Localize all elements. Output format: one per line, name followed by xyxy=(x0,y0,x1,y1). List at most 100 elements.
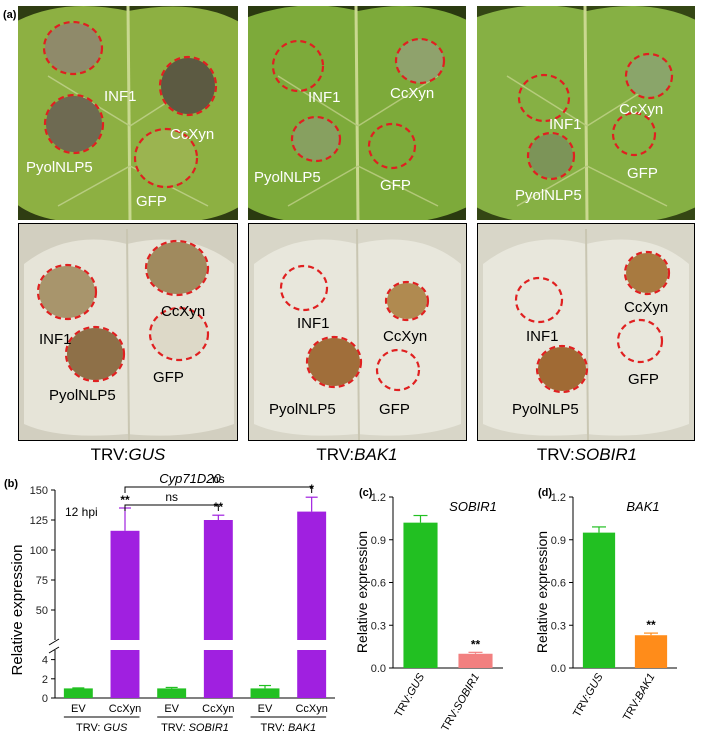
panel-b-letter: (b) xyxy=(4,478,18,490)
condition-label-gus: TRV:GUS xyxy=(90,445,166,464)
leaf-image: INF1 CcXyn PyolNLP5 GFP xyxy=(248,6,466,220)
significance-label: ** xyxy=(646,618,656,632)
y-tick-label: 0.6 xyxy=(551,578,566,590)
bar xyxy=(403,522,438,668)
bar xyxy=(110,650,140,698)
y-tick-label: 0.0 xyxy=(371,663,386,675)
leaf-photo-sobir1-intact: INF1 CcXyn PyolNLP5 GFP xyxy=(477,6,695,220)
condition-label-bak1: TRV:BAK1 xyxy=(316,445,398,464)
x-tick-label: TRV:BAK1 xyxy=(621,672,658,724)
bar xyxy=(582,532,616,668)
y-tick-label: 50 xyxy=(36,605,48,617)
bar xyxy=(203,650,233,698)
bar xyxy=(157,688,187,698)
leaf-photo-gus-cleared: INF1 CcXyn PyolNLP5 GFP xyxy=(18,223,238,441)
leaf-label: PyolNLP5 xyxy=(269,401,336,418)
y-axis-label: Relative expression xyxy=(354,531,370,653)
y-tick-label: 125 xyxy=(30,515,48,527)
axis-break-mark xyxy=(48,638,60,646)
significance-label: ** xyxy=(120,493,130,507)
y-tick-label: 100 xyxy=(30,545,48,557)
leaf-label: PyolNLP5 xyxy=(49,387,116,404)
leaf-image: INF1 CcXyn PyolNLP5 GFP xyxy=(18,6,238,220)
y-tick-label: 150 xyxy=(30,485,48,497)
leaf-label: PyolNLP5 xyxy=(515,187,582,204)
leaf-label: GFP xyxy=(153,369,184,386)
chart-title: Cyp71D20 xyxy=(159,471,221,486)
y-tick-label: 0.3 xyxy=(371,620,386,632)
y-tick-label: 0.9 xyxy=(371,535,386,547)
significance-label: ** xyxy=(471,637,481,651)
panel-c-letter: (c) xyxy=(359,487,373,499)
x-tick-label: EV xyxy=(258,703,273,715)
bar xyxy=(458,653,493,668)
leaf-label: CcXyn xyxy=(161,303,205,320)
y-tick-label: 0.6 xyxy=(371,578,386,590)
y-tick-label: 1.2 xyxy=(551,492,566,504)
y-tick-label: 75 xyxy=(36,575,48,587)
bar xyxy=(250,688,280,698)
leaf-label: CcXyn xyxy=(624,299,668,316)
x-tick-label: CcXyn xyxy=(109,703,141,715)
leaf-label: GFP xyxy=(379,401,410,418)
leaf-label: PyolNLP5 xyxy=(26,159,93,176)
panel-a-letter: (a) xyxy=(3,9,17,21)
bar xyxy=(203,520,233,640)
leaf-label: GFP xyxy=(628,371,659,388)
chart-title: BAK1 xyxy=(626,499,659,514)
leaf-label: GFP xyxy=(380,177,411,194)
x-tick-label: TRV:GUS xyxy=(571,671,606,719)
leaf-label: INF1 xyxy=(526,328,559,345)
leaf-photo-sobir1-cleared: INF1 CcXyn PyolNLP5 GFP xyxy=(477,223,695,441)
group-label: TRV: BAK1 xyxy=(261,722,317,734)
x-tick-label: EV xyxy=(71,703,86,715)
x-tick-label: TRV:SOBIR1 xyxy=(439,672,482,734)
leaf-image: INF1 CcXyn PyolNLP5 GFP xyxy=(249,224,466,440)
chart-sobir1: (c) SOBIR1 Relative expression 0.0 0.3 0.6… xyxy=(354,487,503,734)
y-tick-label: 4 xyxy=(42,655,48,667)
leaf-label: INF1 xyxy=(308,89,341,106)
leaf-photo-bak1-cleared: INF1 CcXyn PyolNLP5 GFP xyxy=(248,223,467,441)
bar xyxy=(297,511,327,640)
y-tick-label: 2 xyxy=(42,674,48,686)
leaf-image: INF1 CcXyn PyolNLP5 GFP xyxy=(477,6,695,220)
leaf-label: INF1 xyxy=(549,116,582,133)
leaf-label: INF1 xyxy=(39,331,72,348)
group-label: TRV: SOBIR1 xyxy=(161,722,229,734)
leaf-label: INF1 xyxy=(297,315,330,332)
group-label: TRV: GUS xyxy=(76,722,128,734)
y-tick-label: 0.0 xyxy=(551,663,566,675)
leaf-label: GFP xyxy=(627,165,658,182)
y-tick-label: 0 xyxy=(42,693,48,705)
leaf-label: CcXyn xyxy=(170,126,214,143)
panel-d-letter: (d) xyxy=(538,487,552,499)
bar xyxy=(634,635,668,668)
leaf-label: CcXyn xyxy=(383,328,427,345)
bar xyxy=(110,530,140,640)
condition-label-sobir1: TRV:SOBIR1 xyxy=(536,445,638,464)
leaf-image: INF1 CcXyn PyolNLP5 GFP xyxy=(478,224,694,440)
chart-annotation: 12 hpi xyxy=(65,505,98,519)
leaf-photo-bak1-intact: INF1 CcXyn PyolNLP5 GFP xyxy=(248,6,466,220)
y-tick-label: 0.9 xyxy=(551,535,566,547)
bar xyxy=(63,688,93,698)
leaf-label: CcXyn xyxy=(390,85,434,102)
leaf-image: INF1 CcXyn PyolNLP5 GFP xyxy=(19,224,237,440)
x-tick-label: CcXyn xyxy=(295,703,327,715)
x-tick-label: TRV:GUS xyxy=(393,671,428,719)
leaf-label: PyolNLP5 xyxy=(512,401,579,418)
y-tick-label: 0.3 xyxy=(551,620,566,632)
leaf-label: GFP xyxy=(136,193,167,210)
leaf-label: CcXyn xyxy=(619,101,663,118)
x-tick-label: CcXyn xyxy=(202,703,234,715)
comparison-label: ns xyxy=(212,472,225,486)
leaf-label: INF1 xyxy=(104,88,137,105)
chart-bak1: (d) BAK1 Relative expression 0.0 0.3 0.6 0.… xyxy=(534,487,677,724)
comparison-bracket xyxy=(124,504,219,511)
leaf-photo-gus-intact: INF1 CcXyn PyolNLP5 GFP xyxy=(18,6,238,220)
chart-title: SOBIR1 xyxy=(449,499,497,514)
axis-break-mark xyxy=(48,646,60,654)
comparison-bracket xyxy=(124,486,313,493)
bar xyxy=(297,650,327,698)
x-tick-label: EV xyxy=(164,703,179,715)
